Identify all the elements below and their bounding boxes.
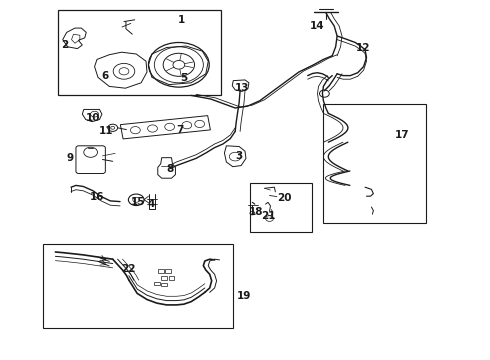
Bar (169, 276, 174, 280)
Bar (43, 244, 233, 328)
Text: 17: 17 (394, 130, 409, 140)
Text: 22: 22 (122, 264, 136, 274)
Text: 18: 18 (248, 207, 263, 217)
Text: 21: 21 (261, 211, 276, 221)
Text: 4: 4 (147, 199, 155, 209)
Text: 8: 8 (167, 164, 173, 174)
Text: 6: 6 (102, 71, 109, 81)
Text: 1: 1 (178, 15, 185, 25)
Text: 9: 9 (67, 153, 74, 163)
Text: 20: 20 (277, 193, 292, 203)
Bar (158, 269, 164, 273)
Text: 13: 13 (235, 83, 249, 93)
Text: 11: 11 (99, 126, 114, 136)
Bar (58, 10, 221, 95)
Bar (161, 283, 167, 286)
Bar (165, 269, 171, 273)
Text: 15: 15 (131, 197, 146, 207)
Text: 12: 12 (355, 42, 370, 53)
Text: 19: 19 (237, 291, 251, 301)
Text: 2: 2 (61, 40, 68, 50)
Text: 16: 16 (90, 192, 104, 202)
Bar (161, 276, 167, 280)
Text: 7: 7 (176, 125, 184, 135)
Bar (323, 104, 426, 223)
Bar (154, 282, 160, 285)
Text: 10: 10 (86, 113, 100, 123)
Text: 5: 5 (180, 73, 187, 84)
Text: 14: 14 (310, 21, 325, 31)
Bar (250, 183, 312, 232)
Text: 3: 3 (235, 150, 242, 161)
